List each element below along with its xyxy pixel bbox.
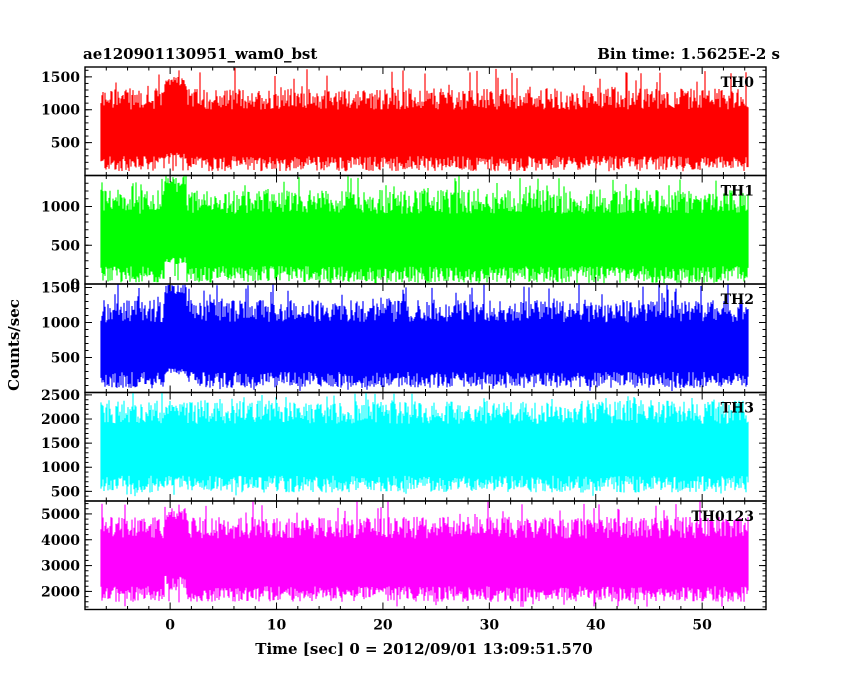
x-tick-label: 50 <box>692 618 712 634</box>
y-tick-label: 3000 <box>41 559 80 575</box>
panel-th0123: 2000 3000 4000 5000 TH0123 <box>41 500 767 611</box>
x-tick-label: 10 <box>267 618 287 634</box>
y-tick-label: 1000 <box>41 200 80 216</box>
series-th2 <box>100 284 749 391</box>
panel-label-th0: TH0 <box>721 75 755 91</box>
y-tick-label: 4000 <box>41 533 80 549</box>
y-tick-label: 1500 <box>41 281 80 297</box>
chart-title: ae120901130951_wam0_bst <box>83 45 317 63</box>
panel-label-th0123: TH0123 <box>691 509 754 525</box>
series-th3 <box>100 392 749 497</box>
bin-time-label: Bin time: 1.5625E-2 s <box>597 45 780 63</box>
y-tick-label: 1000 <box>41 103 80 119</box>
panel-th0: 500 1000 1500 TH0 <box>41 66 767 177</box>
x-tick-label: 30 <box>480 618 500 634</box>
panel-label-th2: TH2 <box>721 292 754 308</box>
y-tick-label: 1000 <box>41 316 80 332</box>
x-tick-label: 0 <box>165 618 175 634</box>
y-tick-label: 500 <box>51 484 80 500</box>
series-th0123 <box>100 501 749 607</box>
panel-label-th1: TH1 <box>721 184 754 200</box>
x-axis-title: Time [sec] 0 = 2012/09/01 13:09:51.570 <box>255 640 592 658</box>
y-tick-label: 5000 <box>41 507 80 523</box>
y-tick-label: 500 <box>51 136 80 152</box>
y-tick-label: 500 <box>51 351 80 367</box>
panel-th2: 500 1000 1500 TH2 <box>41 281 767 394</box>
x-tick-label: 20 <box>373 618 393 634</box>
y-tick-label: 2500 <box>41 388 80 404</box>
series-th1 <box>100 175 749 284</box>
y-axis-title: Counts/sec <box>5 299 23 391</box>
y-tick-label: 2000 <box>41 584 80 600</box>
y-tick-label: 0 <box>70 277 80 293</box>
y-tick-label: 1500 <box>41 436 80 452</box>
x-tick-label: 40 <box>586 618 606 634</box>
y-tick-label: 1000 <box>41 460 80 476</box>
panel-label-th3: TH3 <box>721 401 754 417</box>
panel-th1: 0 500 1000 TH1 <box>41 174 767 293</box>
y-tick-label: 1500 <box>41 70 80 86</box>
y-tick-label: 2000 <box>41 412 80 428</box>
y-tick-label: 500 <box>51 238 80 254</box>
panel-th3: 500 1000 1500 2000 2500 TH3 <box>41 388 767 502</box>
series-th0 <box>100 67 749 172</box>
